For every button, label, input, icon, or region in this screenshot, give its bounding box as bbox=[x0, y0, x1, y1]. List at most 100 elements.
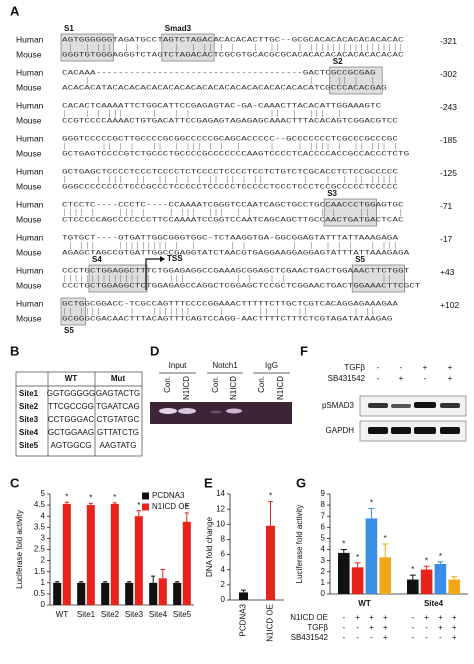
error-bar bbox=[241, 589, 246, 593]
y-tick-label: 4.5 bbox=[34, 500, 46, 509]
legend-label: PCDNA3 bbox=[152, 491, 185, 500]
tss-label: TSS bbox=[167, 254, 183, 263]
y-tick-label: 9 bbox=[321, 489, 326, 498]
bar bbox=[379, 557, 391, 594]
condition-sign: + bbox=[369, 623, 374, 632]
y-tick-label: 4 bbox=[41, 511, 46, 520]
error-bar bbox=[64, 501, 69, 504]
error-bar bbox=[184, 512, 189, 522]
condition-sign: - bbox=[356, 633, 359, 642]
motif-label: S3 bbox=[327, 189, 337, 198]
error-bar bbox=[160, 568, 165, 579]
panel-label: F bbox=[300, 343, 308, 358]
condition-sign: - bbox=[425, 623, 428, 632]
lane-label: Con. bbox=[163, 376, 172, 393]
sequence: CACAAA----------------------------------… bbox=[62, 70, 376, 77]
table-cell: TTCGCCGG bbox=[48, 402, 94, 411]
error-bar bbox=[112, 502, 117, 504]
x-tick-label: Site5 bbox=[173, 610, 192, 619]
band-label: pSMAD3 bbox=[322, 401, 355, 410]
bar bbox=[110, 503, 119, 605]
x-tick-label: Site1 bbox=[77, 610, 96, 619]
y-tick-label: 14 bbox=[216, 489, 225, 498]
significance: * bbox=[411, 565, 414, 574]
condition-sign: - bbox=[439, 633, 442, 642]
y-tick-label: 8 bbox=[321, 500, 326, 509]
condition-sign: - bbox=[424, 374, 427, 383]
bar bbox=[125, 582, 134, 605]
gel-band bbox=[226, 408, 242, 414]
panel-label: G bbox=[296, 475, 306, 490]
y-tick-label: 3 bbox=[321, 556, 326, 565]
species-label: Human bbox=[16, 133, 44, 143]
legend-swatch bbox=[142, 492, 149, 500]
error-bar bbox=[423, 565, 430, 570]
y-tick-label: 2 bbox=[221, 580, 226, 589]
match-lines bbox=[70, 44, 402, 51]
lane-label: N1ICD bbox=[229, 376, 238, 400]
condition-sign: + bbox=[448, 363, 453, 372]
panel-f: F TGFβ - - + + SB431542 - + - + pSMAD3 GAPDH bbox=[300, 343, 467, 442]
motif-label: S5 bbox=[64, 326, 74, 335]
match-lines bbox=[64, 209, 402, 216]
y-tick-label: 3.5 bbox=[34, 522, 46, 531]
motif-label: S2 bbox=[333, 57, 343, 66]
position: -302 bbox=[440, 69, 457, 79]
lane-label: Con. bbox=[211, 376, 220, 393]
significance: * bbox=[269, 492, 272, 501]
y-tick-label: 6 bbox=[221, 550, 226, 559]
condition-sign: + bbox=[383, 623, 388, 632]
bar bbox=[62, 503, 71, 605]
condition-sign: - bbox=[342, 613, 345, 622]
chart: G Luciferase fold activity 0 1 2 3 4 5 6 7 8 9 * * * * *… bbox=[290, 475, 468, 642]
significance: * bbox=[425, 556, 428, 565]
condition-sign: - bbox=[342, 633, 345, 642]
row-header: Site4 bbox=[19, 428, 39, 437]
chart: C Luciferase fold activity 0 0.5 1 1.5 2 2.5 3 3.… bbox=[10, 475, 194, 619]
bar bbox=[365, 518, 378, 594]
condition-sign: - bbox=[411, 613, 414, 622]
sequence: TGTGCT----GTGATTGGCGGGTGGC-TCTAAGGTGA-GG… bbox=[62, 235, 398, 242]
x-tick-label: Site4 bbox=[149, 610, 168, 619]
error-bar bbox=[451, 576, 458, 580]
sequence: GGGCCCCCCCCTCCCGCCCTCCCCCTCCCCCTCCCCCTCC… bbox=[62, 184, 398, 191]
species-label: Mouse bbox=[16, 214, 42, 224]
motif-label: S4 bbox=[92, 255, 102, 264]
condition-sign: + bbox=[423, 363, 428, 372]
gel-band bbox=[159, 408, 177, 414]
panel-label: E bbox=[204, 475, 213, 490]
condition-sign: + bbox=[383, 633, 388, 642]
bar bbox=[86, 505, 95, 605]
lane-group: Notch1 bbox=[212, 361, 238, 370]
table-header: WT bbox=[65, 374, 78, 383]
condition-sign: + bbox=[369, 613, 374, 622]
condition-sign: + bbox=[438, 623, 443, 632]
condition-sign: - bbox=[400, 363, 403, 372]
error-bar bbox=[136, 510, 141, 517]
species-label: Mouse bbox=[16, 181, 42, 191]
condition-label: TGFβ bbox=[344, 363, 365, 372]
lane-label: Con. bbox=[257, 376, 266, 393]
match-lines bbox=[64, 308, 374, 315]
bar bbox=[420, 569, 433, 594]
sequence: GGGTGTGGGAGGGTCTAGTCTAGACACTCGCGTGCACGCG… bbox=[62, 52, 404, 59]
table-cell: GGTGGGGG bbox=[47, 389, 95, 398]
gel-band bbox=[178, 408, 196, 414]
blot-band bbox=[368, 403, 388, 408]
y-tick-label: 2 bbox=[41, 556, 46, 565]
panel-label: D bbox=[150, 343, 159, 358]
error-bar bbox=[409, 574, 416, 580]
y-axis-label: Luciferase fold activity bbox=[295, 505, 304, 584]
table-cell: GTTATCTG bbox=[97, 428, 139, 437]
bar bbox=[182, 521, 191, 605]
sequence: GCGGGCGACAACTTTACAGTTTCAGTCCAGG-AACTTTTC… bbox=[62, 316, 393, 323]
motif-box bbox=[60, 297, 86, 326]
table-cell: GCTGGAAG bbox=[48, 428, 94, 437]
significance: * bbox=[370, 499, 373, 508]
y-tick-label: 5 bbox=[321, 534, 326, 543]
blot bbox=[359, 420, 467, 442]
panel-b: B WT Mut Site1 GGTGGGGG GAGTACTG Site2 TTCGCCG… bbox=[10, 343, 143, 457]
y-tick-label: 0.5 bbox=[34, 589, 46, 598]
tss-arrowhead bbox=[160, 256, 165, 262]
species-label: Mouse bbox=[16, 82, 42, 92]
